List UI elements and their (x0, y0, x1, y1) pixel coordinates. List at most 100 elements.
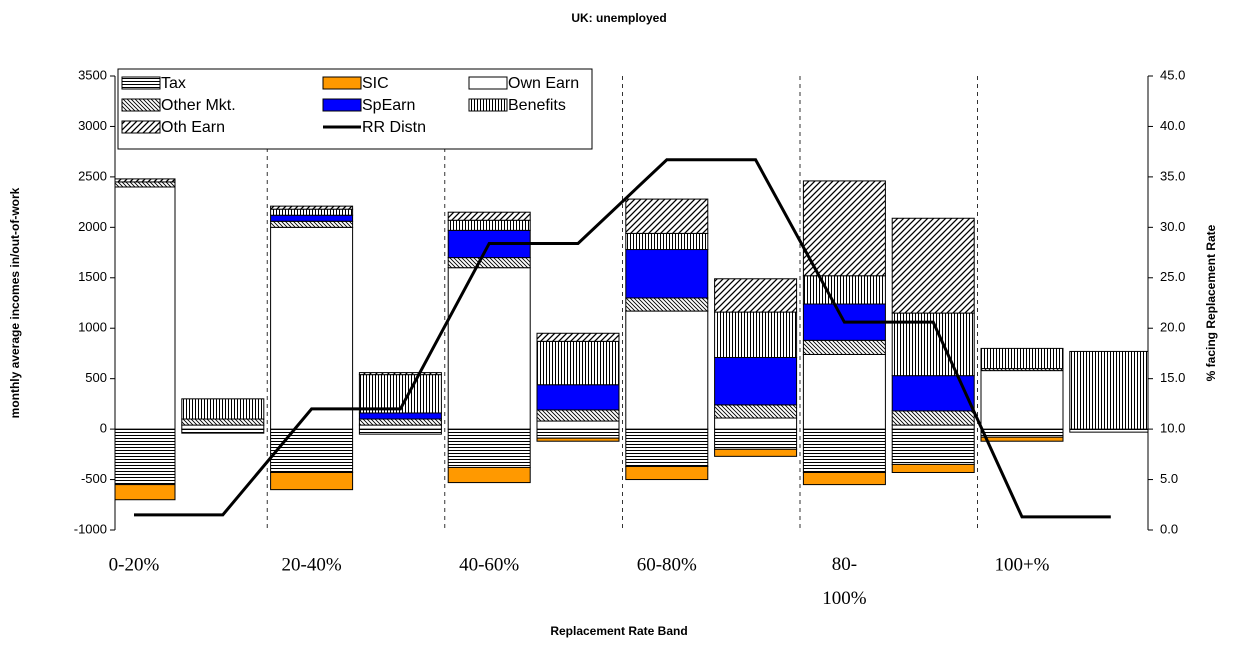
legend-label: Own Earn (508, 75, 579, 92)
bar-segment (270, 428, 354, 473)
bar-segment (358, 424, 442, 430)
y2-tick-label: 5.0 (1160, 471, 1178, 486)
chart-title: UK: unemployed (571, 11, 666, 25)
bar-segment (270, 208, 354, 216)
y2-tick-label: 25.0 (1160, 269, 1185, 284)
x-tick-label: 20-40% (282, 554, 342, 575)
bar-segment (625, 198, 709, 234)
y2-tick-label: 40.0 (1160, 118, 1185, 133)
bar-segment (181, 398, 265, 420)
y-tick-label: 1500 (78, 269, 107, 284)
bar-segment (270, 205, 354, 210)
legend-swatch (468, 98, 508, 112)
bar-segment (714, 417, 798, 430)
bar-segment (625, 232, 709, 251)
bar-segment (802, 339, 886, 355)
bar-segment (447, 267, 531, 430)
legend-swatch (322, 76, 362, 90)
legend-swatch (121, 98, 161, 112)
bar-segment (536, 437, 620, 442)
legend-label: Benefits (508, 97, 566, 114)
bar-segment (270, 214, 354, 222)
bar-segment (714, 311, 798, 358)
bar-segment (181, 428, 265, 434)
bar-segment (536, 420, 620, 430)
bar-segment (625, 310, 709, 430)
bar-segment (447, 211, 531, 221)
bar-segment (358, 412, 442, 420)
bar-segment (625, 249, 709, 299)
bar-segment (536, 409, 620, 422)
y-tick-label: 2000 (78, 219, 107, 234)
bar-segment (270, 471, 354, 491)
bar-segment (181, 418, 265, 426)
bar-segment (980, 428, 1064, 438)
bar-segment (115, 178, 176, 183)
x-tick-label: 0-20% (109, 554, 160, 575)
bar-segment (447, 219, 531, 231)
bar-segment (625, 297, 709, 312)
y-tick-label: 3500 (78, 67, 107, 82)
bar-segment (536, 384, 620, 411)
bar-segment (891, 217, 975, 314)
bar-segment (115, 484, 176, 501)
y-axis-title: monthly average incomes in/out-of-work (8, 187, 22, 418)
bar-segment (115, 428, 176, 486)
bar-segment (270, 220, 354, 228)
x-tick-label: 80-100% (822, 554, 867, 609)
bar-segment (714, 278, 798, 313)
x-tick-label: 40-60% (459, 554, 519, 575)
y-tick-label: 1000 (78, 320, 107, 335)
bar-segment (714, 428, 798, 450)
bar-segment (536, 340, 620, 386)
bar-segment (625, 465, 709, 481)
bar-segment (980, 370, 1064, 430)
bar-segment (980, 347, 1064, 370)
x-axis-title: Replacement Rate Band (550, 624, 687, 638)
legend-swatch (468, 76, 508, 90)
bar-segment (891, 410, 975, 426)
legend-swatch (121, 76, 161, 90)
y2-tick-label: 10.0 (1160, 421, 1185, 436)
legend-label: Other Mkt. (161, 97, 236, 114)
bar-segment (714, 404, 798, 419)
y-tick-label: 0 (100, 421, 107, 436)
bar-segment (891, 424, 975, 430)
bar-segment (358, 428, 442, 435)
legend-swatch (322, 98, 362, 112)
bar-segment (536, 332, 620, 342)
legend-label: SIC (362, 75, 389, 92)
bar-segment (980, 436, 1064, 442)
legend-label: Tax (161, 75, 186, 92)
y2-tick-label: 0.0 (1160, 521, 1178, 536)
y2-tick-label: 20.0 (1160, 320, 1185, 335)
y2-tick-label: 30.0 (1160, 219, 1185, 234)
line-series (134, 158, 1111, 519)
bar-segment (447, 466, 531, 484)
y-tick-label: 500 (85, 370, 107, 385)
bar-segment (891, 375, 975, 412)
legend-swatch (121, 120, 161, 134)
bar-segment (181, 424, 265, 430)
bar-segment (358, 372, 442, 376)
y-tick-label: 3000 (78, 118, 107, 133)
bar-segment (270, 226, 354, 430)
y2-tick-label: 45.0 (1160, 67, 1185, 82)
x-tick-label: 60-80% (637, 554, 697, 575)
legend-label: RR Distn (362, 119, 426, 136)
x-tick-label: 100+% (994, 554, 1049, 575)
y-tick-label: -500 (81, 471, 107, 486)
bar-segment (802, 428, 886, 473)
bar-segment (447, 257, 531, 269)
legend-label: Oth Earn (161, 119, 225, 136)
bar-segment (625, 428, 709, 467)
bar-segment (891, 428, 975, 465)
y2-axis-title: % facing Replacement Rate (1204, 224, 1218, 381)
bar-segment (358, 418, 442, 426)
legend-label: SpEarn (362, 97, 415, 114)
y-tick-label: -1000 (74, 521, 107, 536)
bar-segment (714, 356, 798, 406)
y2-tick-label: 35.0 (1160, 168, 1185, 183)
y-tick-label: 2500 (78, 168, 107, 183)
